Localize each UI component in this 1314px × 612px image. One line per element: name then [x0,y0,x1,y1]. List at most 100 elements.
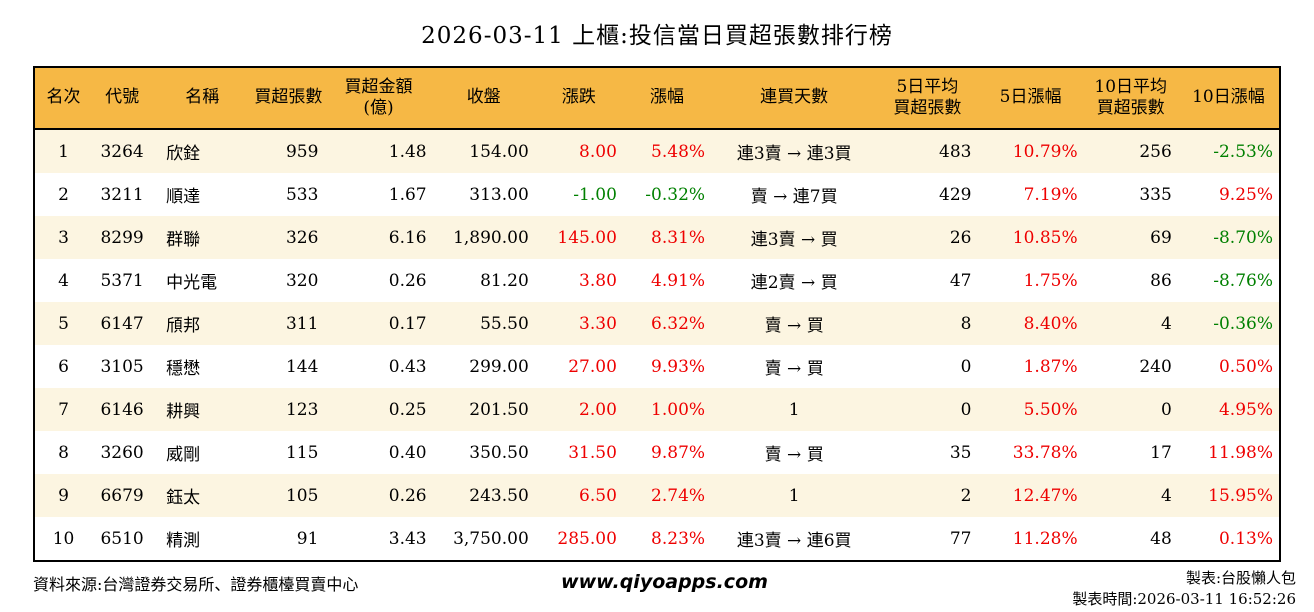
cell-pct-10d: 9.25% [1218,184,1273,205]
cell-avg10-shares: 335 [1139,184,1172,205]
cell-net-buy-shares: 144 [285,356,319,377]
cell-pct-10d: -2.53% [1213,141,1273,162]
cell-pct-10d: -8.76% [1213,270,1273,291]
cell-streak: 連3賣 → 連6買 [736,531,852,551]
cell-avg10-shares: 86 [1150,270,1172,291]
col-header-code: 代號 [92,67,153,130]
cell-stock-code: 6147 [100,313,144,334]
col-header-streak: 連買天數 [711,67,878,130]
cell-change-pct: 4.91% [651,270,706,291]
ranking-table-container: 名次 代號 名稱 買超張數 買超金額 (億) 收盤 漲跌 漲幅 連買天數 5日平… [33,66,1281,562]
cell-avg5-shares: 26 [949,227,972,248]
footer: 資料來源:台灣證券交易所、證券櫃檯買賣中心 www.qiyoapps.com 製… [33,568,1296,612]
cell-stock-code: 6510 [100,528,144,549]
cell-close: 313.00 [469,184,529,205]
cell-stock-name: 精測 [166,531,201,551]
table-row: 3 8299 群聯 326 6.16 1,890.00 145.00 8.31%… [34,216,1280,259]
cell-change: 145.00 [557,227,617,248]
cell-stock-code: 3211 [100,184,144,205]
cell-rank: 1 [58,141,69,162]
cell-close: 3,750.00 [453,528,529,549]
table-row: 1 3264 欣銓 959 1.48 154.00 8.00 5.48% 連3賣… [34,129,1280,173]
cell-change: 3.30 [579,313,617,334]
cell-stock-name: 穩懋 [166,359,201,379]
cell-pct-5d: 7.19% [1023,184,1078,205]
cell-change: 31.50 [568,442,617,463]
cell-net-buy-shares: 123 [285,399,319,420]
cell-stock-code: 3105 [100,356,144,377]
cell-rank: 6 [58,356,69,377]
cell-avg10-shares: 17 [1150,442,1172,463]
cell-rank: 8 [58,442,69,463]
cell-avg10-shares: 256 [1139,141,1172,162]
cell-net-buy-shares: 105 [285,485,319,506]
table-row: 5 6147 頎邦 311 0.17 55.50 3.30 6.32% 賣 → … [34,302,1280,345]
cell-net-buy-amount: 1.67 [388,184,427,205]
cell-stock-code: 6146 [100,399,144,420]
cell-pct-10d: 11.98% [1208,442,1273,463]
cell-net-buy-amount: 3.43 [388,528,427,549]
cell-change-pct: 1.00% [651,399,706,420]
cell-stock-code: 3264 [100,141,144,162]
table-row: 9 6679 鈺太 105 0.26 243.50 6.50 2.74% 1 2… [34,474,1280,517]
cell-stock-name: 鈺太 [166,488,201,508]
cell-avg5-shares: 0 [960,399,972,420]
page-title: 2026-03-11 上櫃:投信當日買超張數排行榜 [421,23,893,49]
col-header-pct-10d: 10日漲幅 [1177,67,1280,130]
cell-avg5-shares: 0 [960,356,972,377]
cell-avg5-shares: 47 [949,270,972,291]
cell-pct-5d: 33.78% [1012,442,1078,463]
table-row: 7 6146 耕興 123 0.25 201.50 2.00 1.00% 1 0… [34,388,1280,431]
cell-close: 154.00 [469,141,529,162]
cell-stock-name: 頎邦 [166,316,201,336]
ranking-table: 名次 代號 名稱 買超張數 買超金額 (億) 收盤 漲跌 漲幅 連買天數 5日平… [33,66,1281,562]
cell-net-buy-shares: 311 [285,313,319,334]
cell-net-buy-amount: 0.40 [388,442,427,463]
cell-avg5-shares: 8 [960,313,972,334]
cell-avg10-shares: 4 [1160,485,1172,506]
cell-avg10-shares: 4 [1160,313,1172,334]
cell-change-pct: 2.74% [651,485,706,506]
cell-pct-5d: 12.47% [1012,485,1078,506]
cell-net-buy-shares: 959 [285,141,319,162]
table-row: 2 3211 順達 533 1.67 313.00 -1.00 -0.32% 賣… [34,173,1280,216]
table-row: 8 3260 威剛 115 0.40 350.50 31.50 9.87% 賣 … [34,431,1280,474]
cell-avg10-shares: 0 [1160,399,1172,420]
table-row: 10 6510 精測 91 3.43 3,750.00 285.00 8.23%… [34,517,1280,561]
cell-rank: 7 [58,399,69,420]
cell-streak: 連2賣 → 買 [750,273,838,293]
cell-pct-5d: 1.87% [1023,356,1078,377]
cell-change: 285.00 [557,528,617,549]
cell-net-buy-amount: 0.26 [388,485,427,506]
cell-streak: 連3賣 → 買 [750,230,838,250]
cell-rank: 4 [58,270,69,291]
report-author: 製表:台股懶人包 [1185,569,1296,587]
col-header-name: 名稱 [152,67,253,130]
cell-stock-name: 群聯 [166,230,201,250]
cell-pct-10d: -8.70% [1213,227,1273,248]
cell-streak: 賣 → 連7買 [750,187,838,207]
cell-avg5-shares: 2 [960,485,972,506]
cell-avg10-shares: 48 [1150,528,1172,549]
table-row: 4 5371 中光電 320 0.26 81.20 3.80 4.91% 連2賣… [34,259,1280,302]
cell-net-buy-shares: 326 [285,227,319,248]
cell-close: 243.50 [469,485,529,506]
col-header-net-buy-shares: 買超張數 [252,67,325,130]
cell-close: 1,890.00 [453,227,529,248]
report-timestamp: 製表時間:2026-03-11 16:52:26 [1072,590,1296,608]
cell-rank: 2 [58,184,69,205]
cell-change-pct: 9.87% [651,442,706,463]
cell-pct-5d: 11.28% [1012,528,1078,549]
cell-pct-5d: 1.75% [1023,270,1078,291]
cell-change-pct: 5.48% [651,141,706,162]
cell-stock-code: 3260 [100,442,144,463]
cell-net-buy-shares: 320 [285,270,319,291]
cell-pct-10d: -0.36% [1213,313,1273,334]
cell-avg5-shares: 483 [939,141,972,162]
cell-pct-5d: 10.79% [1012,141,1078,162]
cell-close: 201.50 [469,399,529,420]
cell-stock-name: 威剛 [166,445,201,465]
cell-stock-code: 5371 [100,270,144,291]
cell-close: 81.20 [480,270,529,291]
cell-change: 6.50 [579,485,617,506]
